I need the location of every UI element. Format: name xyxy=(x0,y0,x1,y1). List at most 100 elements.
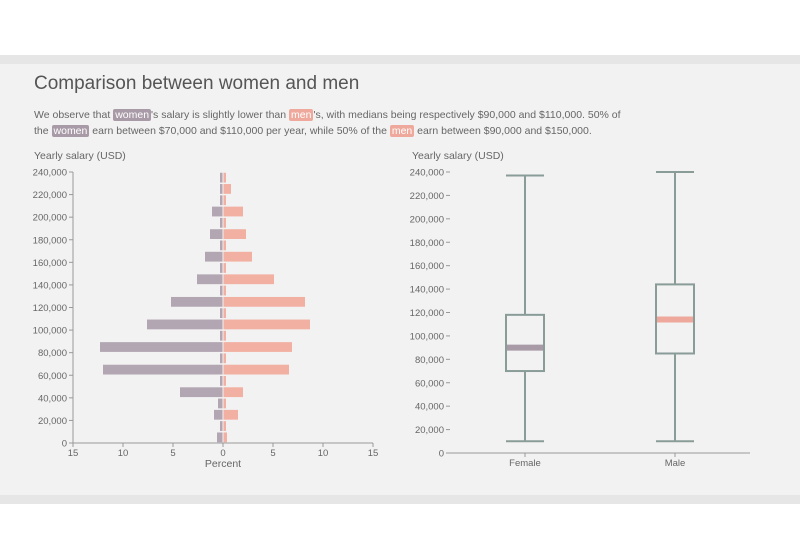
pyramid-y-tick-label: 220,000 xyxy=(33,190,67,201)
description: We observe that women's salary is slight… xyxy=(34,107,634,139)
bottom-band xyxy=(0,495,800,504)
men-bar xyxy=(223,364,289,375)
men-bar xyxy=(223,184,231,194)
men-bar xyxy=(223,240,226,251)
boxplot-y-tick-label: 200,000 xyxy=(410,214,444,225)
pyramid-y-tick-label: 120,000 xyxy=(33,303,67,314)
pyramid-y-tick-label: 200,000 xyxy=(33,213,67,224)
women-bar xyxy=(147,319,223,330)
boxplot-y-tick-label: 160,000 xyxy=(410,261,444,272)
men-bar xyxy=(223,206,243,217)
desc-part: We observe that xyxy=(34,109,114,121)
pyramid-y-tick-label: 160,000 xyxy=(33,258,67,269)
pyramid-y-tick-label: 180,000 xyxy=(33,235,67,246)
men-bar xyxy=(223,195,226,206)
boxplot-y-tick-label: 80,000 xyxy=(415,355,444,366)
women-bar xyxy=(220,376,223,386)
women-bar xyxy=(220,353,223,364)
boxplot-y-tick-label: 40,000 xyxy=(415,402,444,413)
men-bar xyxy=(223,229,246,239)
pyramid-y-tick-label: 80,000 xyxy=(38,348,67,359)
pyramid-x-tick-label: 5 xyxy=(170,448,175,459)
pyramid-y-tick-label: 60,000 xyxy=(38,371,67,382)
pyramid-x-axis-label: Percent xyxy=(205,458,241,470)
pyramid-x-tick-label: 0 xyxy=(220,448,225,459)
boxplot-y-tick-label: 120,000 xyxy=(410,308,444,319)
pyramid-x-tick-label: 10 xyxy=(118,448,129,459)
pyramid-y-tick-label: 240,000 xyxy=(33,168,67,179)
women-bar xyxy=(220,330,223,341)
men-bar xyxy=(223,387,243,398)
women-bar xyxy=(210,229,223,239)
women-bar xyxy=(220,172,223,183)
men-bar xyxy=(223,353,226,364)
women-bar xyxy=(220,217,223,228)
men-highlight: men xyxy=(389,125,415,137)
women-bar xyxy=(212,206,223,217)
men-bar xyxy=(223,342,292,352)
men-bar xyxy=(223,432,227,443)
men-bar xyxy=(223,296,305,307)
boxplot-y-tick-label: 220,000 xyxy=(410,191,444,202)
women-bar xyxy=(180,387,223,398)
women-bar xyxy=(197,274,223,285)
pyramid-y-tick-label: 0 xyxy=(62,439,67,450)
women-bar xyxy=(220,308,223,319)
boxplot-y-tick-label: 240,000 xyxy=(410,168,444,179)
men-bar xyxy=(223,263,226,273)
women-bar xyxy=(220,240,223,251)
men-bar xyxy=(223,409,238,420)
desc-part: earn between $70,000 and $110,000 per ye… xyxy=(89,125,390,137)
women-highlight: women xyxy=(51,125,90,137)
women-bar xyxy=(220,285,223,296)
boxplot-category-label: Male xyxy=(665,458,686,469)
men-bar xyxy=(223,274,274,285)
men-bar xyxy=(223,217,226,228)
boxplot-y-axis-label: Yearly salary (USD) xyxy=(412,150,504,162)
desc-part: earn between $90,000 and $150,000. xyxy=(414,125,592,137)
pyramid-x-tick-label: 15 xyxy=(68,448,79,459)
pyramid-y-tick-label: 100,000 xyxy=(33,326,67,337)
pyramid-y-tick-label: 20,000 xyxy=(38,416,67,427)
boxplot-y-tick-label: 100,000 xyxy=(410,331,444,342)
men-bar xyxy=(223,308,226,319)
women-bar xyxy=(171,296,223,307)
women-bar xyxy=(220,263,223,273)
iqr-box xyxy=(505,313,545,373)
pyramid-y-axis-label: Yearly salary (USD) xyxy=(34,150,126,162)
page-title: Comparison between women and men xyxy=(34,73,360,94)
boxplot-y-tick-label: 180,000 xyxy=(410,238,444,249)
women-bar xyxy=(217,432,223,443)
women-bar xyxy=(220,421,223,431)
women-bar xyxy=(205,251,223,262)
men-bar xyxy=(223,319,310,330)
pyramid-y-tick-label: 140,000 xyxy=(33,280,67,291)
men-bar xyxy=(223,398,226,409)
women-bar xyxy=(100,342,223,352)
boxplot-y-tick-label: 20,000 xyxy=(415,425,444,436)
men-bar xyxy=(223,330,226,341)
boxplot-y-tick-label: 140,000 xyxy=(410,285,444,296)
boxplot-category-label: Female xyxy=(509,458,541,469)
pyramid-x-tick-label: 10 xyxy=(318,448,329,459)
men-bar xyxy=(223,285,226,296)
women-highlight: women xyxy=(113,109,152,121)
men-highlight: men xyxy=(289,109,314,121)
women-bar xyxy=(218,398,223,409)
desc-part: 's, with medians being respectively $90,… xyxy=(34,109,621,137)
men-bar xyxy=(223,421,226,431)
pyramid-x-tick-label: 5 xyxy=(270,448,275,459)
boxplot-y-tick-label: 0 xyxy=(439,449,444,460)
pyramid-x-tick-label: 15 xyxy=(368,448,379,459)
men-bar xyxy=(223,251,252,262)
women-bar xyxy=(214,409,223,420)
men-bar xyxy=(223,376,226,386)
women-bar xyxy=(220,184,223,194)
men-bar xyxy=(223,172,226,183)
women-bar xyxy=(220,195,223,206)
boxplot-y-tick-label: 60,000 xyxy=(415,378,444,389)
top-band xyxy=(0,55,800,64)
desc-part: 's salary is slightly lower than xyxy=(151,109,290,121)
women-bar xyxy=(103,364,223,375)
